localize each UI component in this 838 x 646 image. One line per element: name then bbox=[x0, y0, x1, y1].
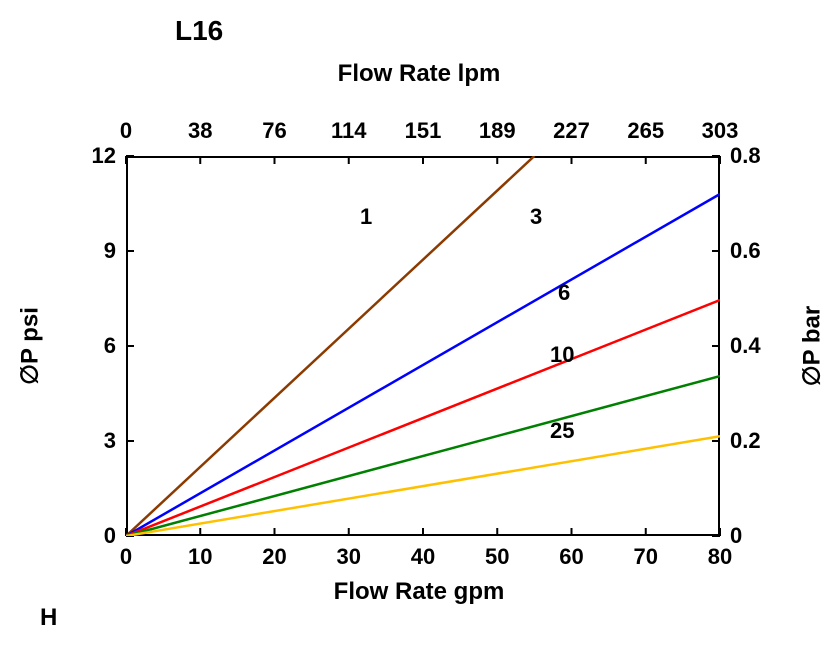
x-top-tick-label: 227 bbox=[538, 118, 606, 144]
y-right-tick-label: 0 bbox=[730, 523, 742, 549]
x-bottom-tick-label: 60 bbox=[542, 544, 602, 570]
x-top-tick-label: 265 bbox=[612, 118, 680, 144]
y-right-tick-label: 0.4 bbox=[730, 333, 761, 359]
x-bottom-tick-label: 10 bbox=[170, 544, 230, 570]
series-label: 3 bbox=[530, 204, 542, 230]
y-right-tick-label: 0.2 bbox=[730, 428, 761, 454]
x-top-tick-label: 38 bbox=[166, 118, 234, 144]
x-top-tick-label: 189 bbox=[463, 118, 531, 144]
series-line bbox=[126, 156, 534, 536]
y-left-tick-label: 0 bbox=[104, 523, 116, 549]
x-top-tick-label: 0 bbox=[92, 118, 160, 144]
x-bottom-tick-label: 50 bbox=[467, 544, 527, 570]
series-label: 1 bbox=[360, 204, 372, 230]
y-right-tick-label: 0.6 bbox=[730, 238, 761, 264]
y-left-tick-label: 3 bbox=[104, 428, 116, 454]
series-line bbox=[126, 194, 720, 536]
series-line bbox=[126, 376, 720, 536]
x-bottom-tick-label: 40 bbox=[393, 544, 453, 570]
series-line bbox=[126, 300, 720, 536]
x-bottom-tick-label: 30 bbox=[319, 544, 379, 570]
series-label: 10 bbox=[550, 342, 574, 368]
x-top-tick-label: 303 bbox=[686, 118, 754, 144]
y-right-tick-label: 0.8 bbox=[730, 143, 761, 169]
y-left-tick-label: 6 bbox=[104, 333, 116, 359]
x-bottom-tick-label: 20 bbox=[245, 544, 305, 570]
series-label: 25 bbox=[550, 418, 574, 444]
x-top-tick-label: 76 bbox=[241, 118, 309, 144]
chart-container: { "chart": { "type": "line", "title": "L… bbox=[0, 0, 838, 646]
y-left-tick-label: 12 bbox=[92, 143, 116, 169]
series-label: 6 bbox=[558, 280, 570, 306]
x-top-tick-label: 151 bbox=[389, 118, 457, 144]
x-bottom-tick-label: 70 bbox=[616, 544, 676, 570]
x-top-tick-label: 114 bbox=[315, 118, 383, 144]
y-left-tick-label: 9 bbox=[104, 238, 116, 264]
